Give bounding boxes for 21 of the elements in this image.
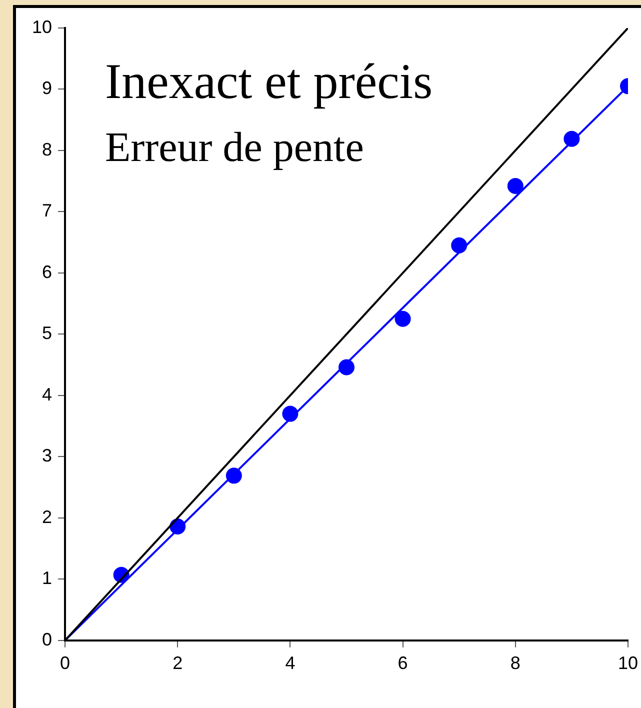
y-tick-label: 7 <box>42 200 52 221</box>
x-tick-label: 6 <box>398 653 408 674</box>
point <box>507 178 524 194</box>
x-tick-label: 0 <box>60 653 70 674</box>
y-tick-label: 2 <box>42 506 52 527</box>
x-tick-label: 10 <box>618 653 638 674</box>
y-tick-label: 1 <box>42 568 52 588</box>
y-tick-label: 6 <box>42 262 52 282</box>
y-tick-label: 0 <box>42 629 52 650</box>
y-tick-label: 5 <box>42 323 52 344</box>
annotation: Inexact et précis <box>105 53 433 109</box>
y-tick-label: 8 <box>42 139 52 160</box>
y-tick-label: 4 <box>42 384 52 404</box>
y-tick-label: 10 <box>32 16 52 37</box>
x-tick-label: 2 <box>172 653 183 674</box>
y-tick-label: 3 <box>42 446 52 466</box>
x-tick-label: 8 <box>510 653 520 674</box>
y-tick-label: 9 <box>42 78 52 98</box>
point <box>394 310 411 327</box>
annotation: Erreur de pente <box>105 125 364 171</box>
x-tick-label: 4 <box>285 653 296 674</box>
